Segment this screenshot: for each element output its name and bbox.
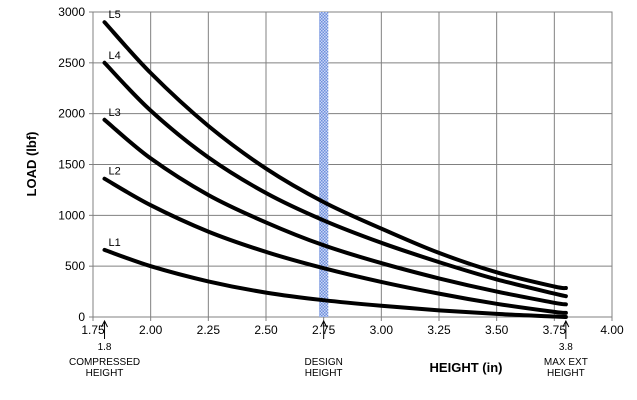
- series-label-l4: L4: [109, 50, 121, 62]
- x-tick-label: 2.50: [254, 323, 278, 337]
- marker-value-label: 1.8: [98, 342, 112, 353]
- design-height-band: [319, 12, 329, 317]
- series-layer: L1 L2 L3 L4 L5: [102, 9, 568, 319]
- marker-arrow-head: [101, 319, 108, 328]
- y-tick-labels: 0 500 1000 1500 2000 2500 3000: [58, 5, 85, 324]
- series-label-l2: L2: [109, 166, 121, 178]
- x-tick-label: 2.25: [197, 323, 221, 337]
- x-tick-label: 3.00: [370, 323, 394, 337]
- marker-arrow-head: [562, 319, 570, 328]
- y-tick-label: 2500: [58, 56, 85, 70]
- y-tick-label: 1000: [58, 208, 85, 222]
- series-label-l1: L1: [109, 237, 121, 249]
- y-tick-label: 1500: [58, 158, 85, 172]
- marker-caption: HEIGHT: [547, 368, 585, 379]
- series-line-l3: [102, 117, 568, 307]
- x-tick-label: 2.00: [139, 323, 163, 337]
- marker-caption: DESIGN: [304, 357, 342, 368]
- series-label-l3: L3: [109, 107, 121, 119]
- y-tick-label: 500: [65, 259, 85, 273]
- series-line-l2: [102, 176, 568, 315]
- x-tick-label: 4.00: [600, 323, 624, 337]
- y-tick-label: 0: [78, 310, 85, 324]
- design-band-layer: [319, 12, 329, 317]
- y-axis-title: LOAD (lbf): [24, 132, 39, 197]
- y-tick-label: 3000: [58, 5, 85, 19]
- marker-caption: MAX EXT: [544, 357, 588, 368]
- marker-arrow-head: [320, 319, 328, 328]
- series-line-l4: [102, 60, 568, 299]
- x-tick-labels: 1.75 2.00 2.25 2.50 2.75 3.00 3.25 3.50 3.75 4.00: [81, 323, 624, 337]
- marker-value-label: 3.8: [559, 342, 573, 353]
- x-axis-title: HEIGHT (in): [430, 360, 503, 375]
- x-tick-label: 1.75: [81, 323, 105, 337]
- grid: [89, 11, 613, 321]
- y-tick-label: 2000: [58, 107, 85, 121]
- series-label-l5: L5: [109, 9, 121, 21]
- marker-caption: HEIGHT: [86, 368, 124, 379]
- marker-caption: COMPRESSED: [69, 357, 140, 368]
- series-line-l1: [102, 247, 568, 319]
- x-tick-label: 3.50: [485, 323, 509, 337]
- marker-caption: HEIGHT: [305, 368, 343, 379]
- x-tick-label: 3.75: [543, 323, 567, 337]
- x-tick-label: 3.25: [427, 323, 451, 337]
- series-line-l5: [102, 20, 568, 291]
